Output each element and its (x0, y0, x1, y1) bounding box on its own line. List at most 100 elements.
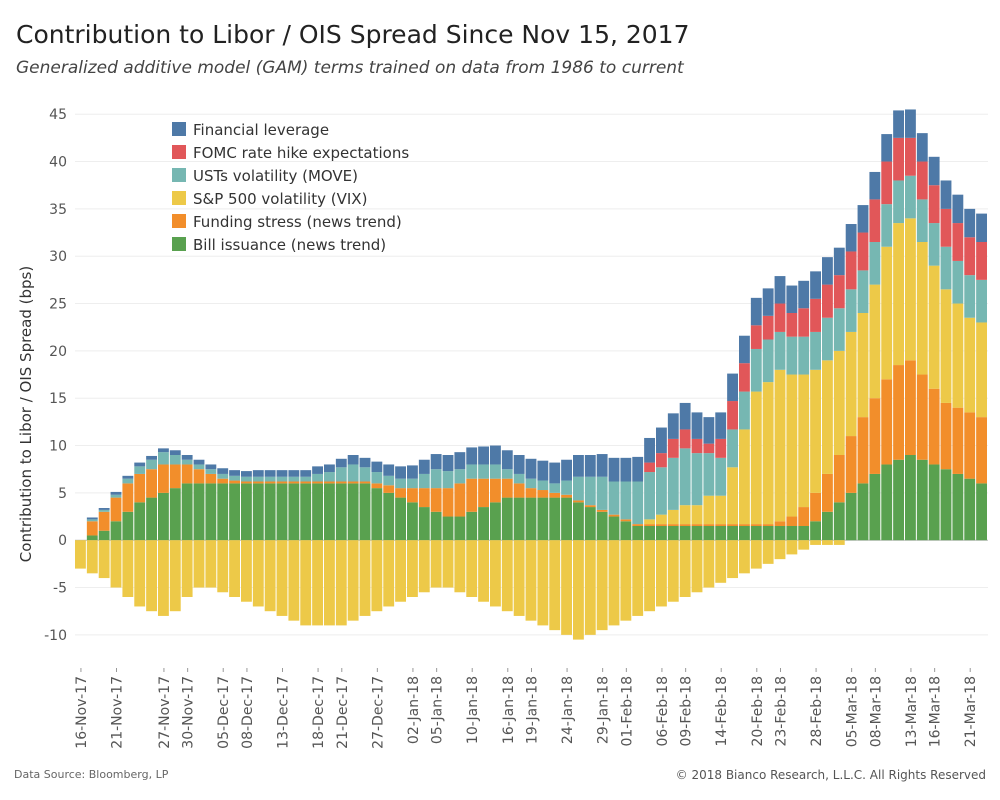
bar-segment (940, 402, 952, 470)
bar-segment (762, 526, 774, 541)
legend-swatch (172, 168, 186, 182)
bar-segment-negative (75, 540, 86, 569)
bar-segment (750, 391, 762, 525)
bar-segment (264, 483, 276, 541)
bar-segment (501, 450, 513, 470)
bar-segment (786, 374, 798, 517)
bar-segment (964, 478, 976, 541)
bar-segment (644, 437, 655, 463)
bar-segment (537, 460, 549, 481)
bar-segment (288, 470, 300, 477)
bar-segment (407, 502, 418, 541)
bar-segment (335, 467, 347, 482)
bar-segment (407, 478, 418, 489)
bar-segment (845, 492, 857, 541)
bar-segment (300, 476, 312, 482)
bar-segment (667, 509, 679, 525)
bar-segment (881, 379, 893, 465)
bar-segment (134, 462, 146, 467)
bar-segment (905, 109, 916, 138)
y-tick-label: 45 (49, 107, 67, 123)
bar-segment (739, 363, 750, 392)
bar-segment-negative (762, 540, 774, 564)
bar-segment-negative (727, 540, 738, 579)
bar-segment (205, 473, 217, 484)
bar-segment-negative (549, 540, 561, 631)
bar-segment (905, 137, 916, 176)
bar-segment (596, 511, 608, 541)
x-tick-label: 13-Mar-18 (904, 676, 920, 747)
bar-segment (869, 398, 881, 474)
bar-segment (525, 458, 537, 479)
bar-segment-negative (371, 540, 383, 612)
bar-segment (869, 284, 881, 399)
bar-segment (857, 483, 869, 541)
x-tick-label: 29-Jan-18 (596, 676, 612, 744)
bar-segment (395, 466, 406, 479)
bar-segment-negative (276, 540, 288, 616)
bar-segment-negative (146, 540, 157, 612)
bar-segment-negative (229, 540, 240, 597)
bar-segment (715, 457, 727, 496)
bar-segment (359, 481, 371, 484)
legend-label: Bill issuance (news trend) (193, 236, 386, 254)
bar-segment (110, 494, 122, 498)
bar-segment (371, 483, 383, 489)
bar-segment (727, 467, 738, 525)
bar-segment (478, 464, 489, 479)
bar-segment (537, 480, 549, 491)
bar-segment (324, 472, 335, 482)
bar-segment (703, 417, 715, 444)
bar-segment (786, 285, 798, 313)
bar-segment (98, 511, 110, 531)
x-tick-label: 20-Feb-18 (750, 676, 766, 747)
bar-segment (134, 473, 146, 503)
bar-segment (418, 507, 430, 541)
bar-segment (656, 427, 667, 454)
legend-swatch (172, 122, 186, 136)
bar-segment (952, 223, 964, 261)
bar-segment (928, 185, 940, 224)
bar-segment (300, 481, 312, 484)
bar-segment (822, 511, 833, 541)
y-tick-label: 40 (49, 155, 67, 171)
bar-segment (976, 483, 987, 541)
bar-segment (916, 459, 928, 541)
bar-segment (584, 476, 596, 506)
bar-segment (276, 481, 288, 484)
bar-segment (217, 473, 229, 479)
x-tick-label: 09-Feb-18 (679, 676, 695, 747)
bar-segment (549, 497, 561, 541)
bar-segment (169, 464, 181, 489)
bar-segment-negative (383, 540, 395, 607)
bar-segment (798, 280, 810, 309)
bar-segment (371, 488, 383, 541)
bar-segment-negative (810, 540, 821, 545)
bar-segment (134, 466, 146, 474)
bar-segment (691, 524, 703, 526)
bar-segment (905, 175, 916, 219)
bar-segment (525, 497, 537, 541)
bar-segment (656, 524, 667, 526)
bar-segment-negative (833, 540, 845, 545)
bar-segment (169, 450, 181, 455)
bar-segment (715, 526, 727, 541)
x-tick-label: 05-Dec-17 (216, 676, 232, 749)
bar-segment-negative (466, 540, 478, 597)
bar-segment (430, 469, 442, 489)
bar-segment (774, 369, 786, 522)
bar-segment (940, 469, 952, 541)
bar-segment (573, 476, 584, 501)
bar-segment (288, 481, 300, 484)
bar-segment (810, 369, 821, 493)
bar-segment (312, 481, 323, 484)
bar-segment (454, 452, 466, 470)
bar-segment (347, 483, 359, 541)
bar-segment (395, 488, 406, 498)
bar-segment-negative (750, 540, 762, 569)
legend-swatch (172, 145, 186, 159)
bar-segment (869, 171, 881, 200)
bar-segment-negative (691, 540, 703, 593)
bar-segment (976, 417, 987, 484)
y-tick-label: 20 (49, 344, 67, 360)
